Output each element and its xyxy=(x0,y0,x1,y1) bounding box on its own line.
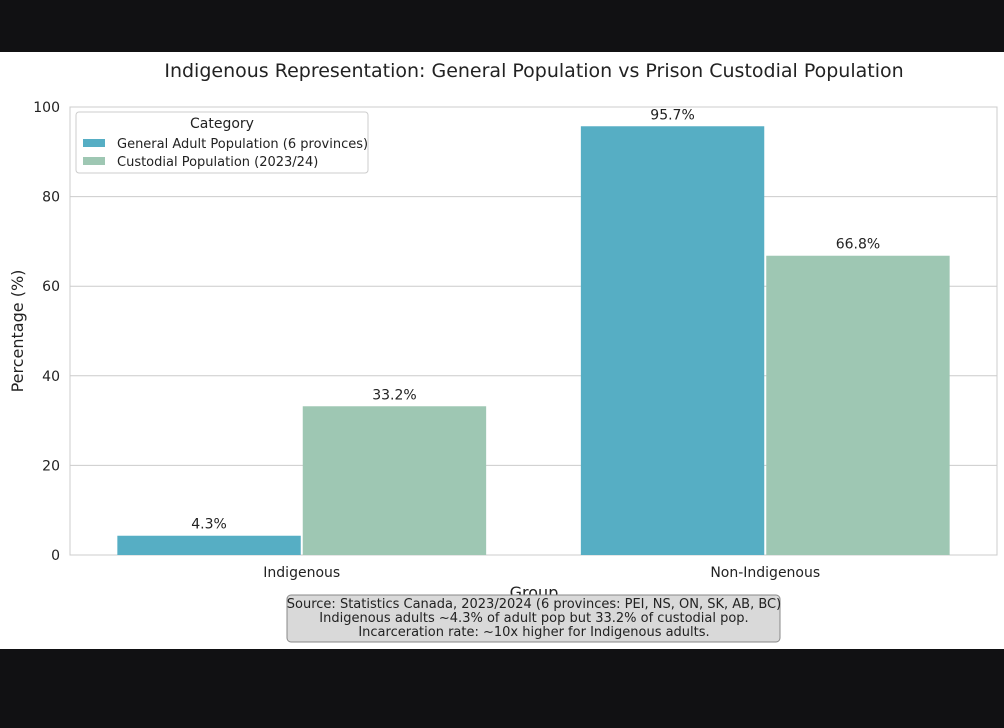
chart-panel: Indigenous Representation: General Popul… xyxy=(0,52,1004,649)
bar-chart: Indigenous Representation: General Popul… xyxy=(8,60,998,643)
axis-ticks: 0 20 40 60 80 100 Indigenous Non-Indigenous xyxy=(33,100,820,581)
y-tick-label: 60 xyxy=(42,279,60,295)
source-note-line-3: Incarceration rate: ~10x higher for Indi… xyxy=(358,625,709,640)
x-tick-label: Non-Indigenous xyxy=(710,565,820,581)
legend-entry-general-population: General Adult Population (6 provinces) xyxy=(117,137,368,152)
source-note-line-1: Source: Statistics Canada, 2023/2024 (6 … xyxy=(287,597,781,612)
legend-box xyxy=(75,111,369,174)
y-tick-label: 20 xyxy=(42,458,60,474)
y-tick-label: 0 xyxy=(51,548,60,564)
legend-title: Category xyxy=(190,116,254,132)
x-tick-label: Indigenous xyxy=(263,565,340,581)
source-note-line-2: Indigenous adults ~4.3% of adult pop but… xyxy=(319,611,748,626)
bar-value-label: 4.3% xyxy=(191,517,227,533)
bar-non-indigenous-series-1 xyxy=(766,255,950,555)
source-note: Source: Statistics Canada, 2023/2024 (6 … xyxy=(286,594,781,643)
bar-value-label: 95.7% xyxy=(650,107,694,123)
bar-value-labels: 4.3% 33.2% 95.7% 66.8% xyxy=(191,107,880,532)
bar-value-label: 66.8% xyxy=(836,237,880,253)
bar-indigenous-series-0 xyxy=(117,535,301,555)
bar-value-label: 33.2% xyxy=(372,387,416,403)
y-tick-label: 100 xyxy=(33,100,60,116)
legend: Category General Adult Population (6 pro… xyxy=(75,111,369,174)
legend-swatch-custodial-population xyxy=(83,157,105,165)
y-axis-label: Percentage (%) xyxy=(8,270,27,393)
bar-indigenous-series-1 xyxy=(302,406,487,555)
y-tick-label: 80 xyxy=(42,190,60,206)
legend-swatch-general-population xyxy=(83,139,105,147)
chart-title: Indigenous Representation: General Popul… xyxy=(164,60,903,82)
y-tick-label: 40 xyxy=(42,369,60,385)
bar-non-indigenous-series-0 xyxy=(580,126,765,555)
legend-entry-custodial-population: Custodial Population (2023/24) xyxy=(117,155,318,170)
source-note-box xyxy=(286,594,781,643)
bars xyxy=(117,126,950,555)
